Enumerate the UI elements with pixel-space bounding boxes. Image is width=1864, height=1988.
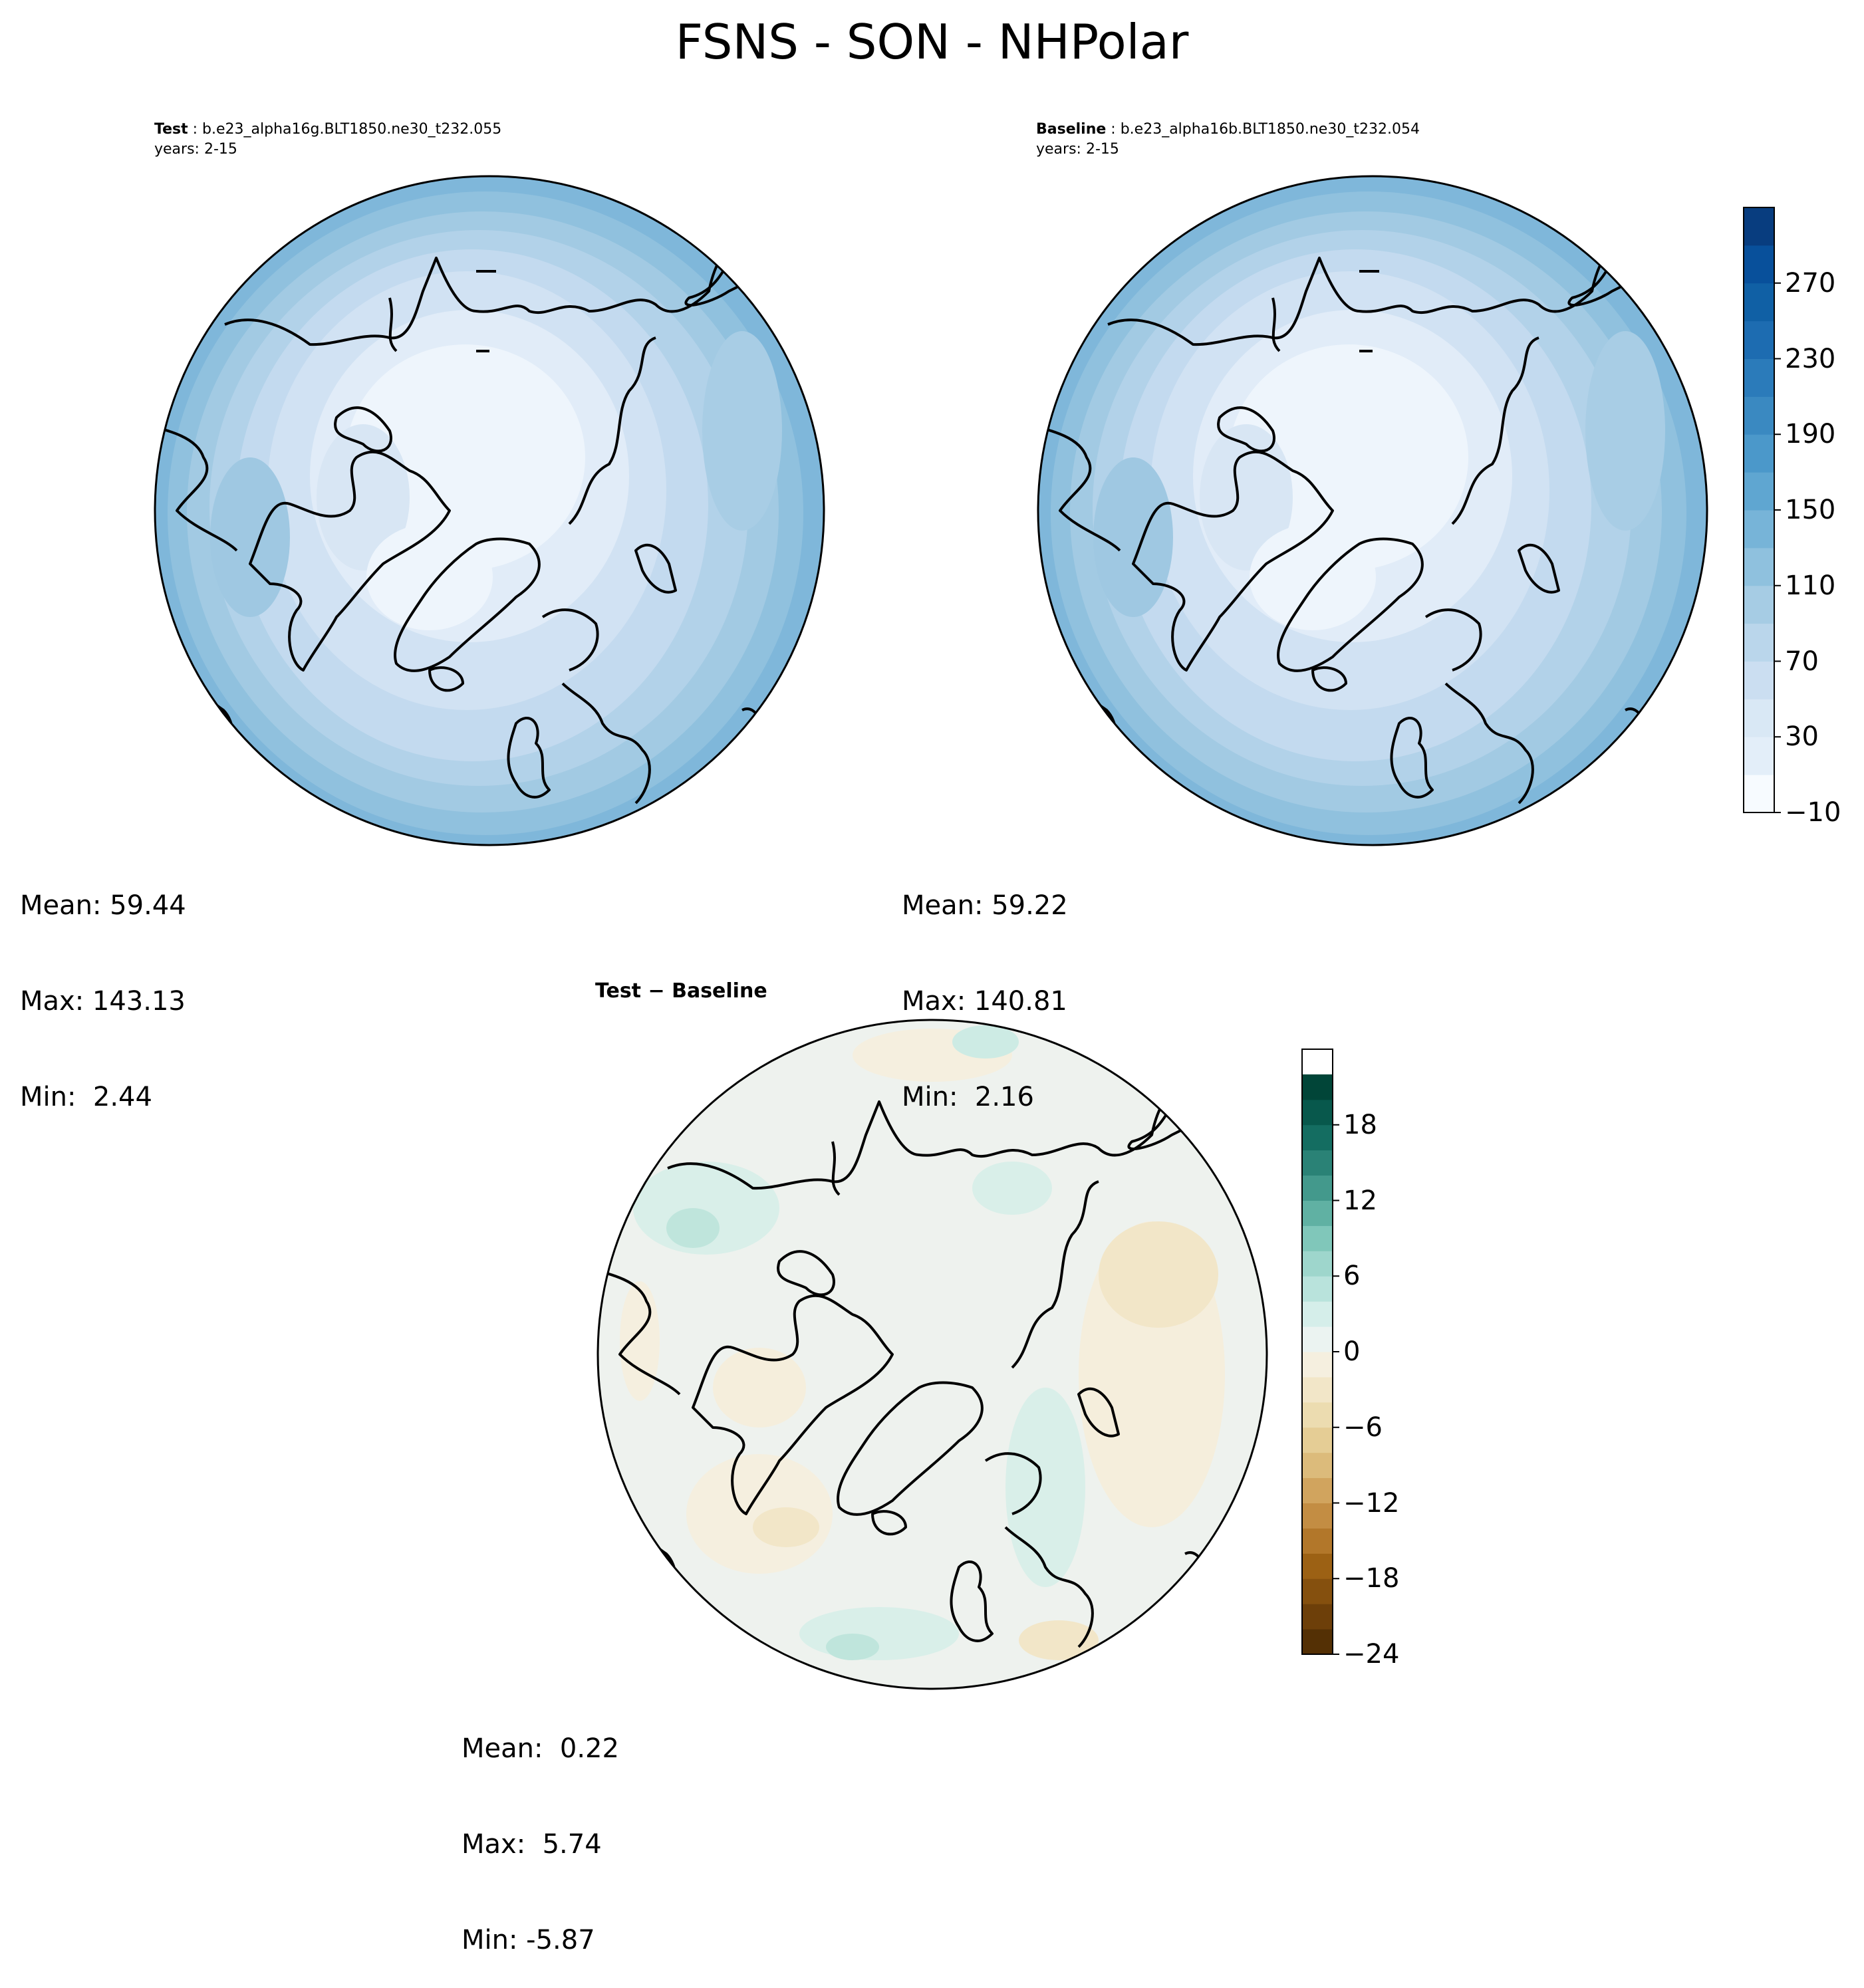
diff-colorbar-band — [1302, 1150, 1333, 1176]
main-colorbar-band — [1744, 472, 1774, 511]
baseline-stat-mean: Mean: 59.22 — [902, 890, 1068, 921]
diff-colorbar-band — [1302, 1251, 1333, 1277]
diff-colorbar — [1301, 1049, 1339, 1655]
diff-stat-mean: Mean: 0.22 — [462, 1733, 619, 1764]
main-colorbar-band — [1744, 547, 1774, 586]
main-colorbar-band — [1744, 699, 1774, 737]
main-colorbar — [1743, 207, 1781, 813]
main-colorbar-band — [1744, 207, 1774, 246]
diff-panel-title: Test − Baseline — [595, 979, 767, 1003]
main-colorbar-tick-label: 190 — [1785, 419, 1836, 450]
diff-colorbar-band — [1302, 1352, 1333, 1378]
test-stats: Mean: 59.44 Max: 143.13 Min: 2.44 — [20, 826, 186, 1145]
diff-colorbar-band — [1302, 1427, 1333, 1453]
baseline-case-name: b.e23_alpha16b.BLT1850.ne30_t232.054 — [1120, 121, 1420, 138]
main-colorbar-band — [1744, 358, 1774, 397]
test-map — [155, 176, 824, 845]
main-colorbar-band — [1744, 775, 1774, 813]
diff-colorbar-band — [1302, 1200, 1333, 1226]
main-colorbar-tick-label: 110 — [1785, 570, 1836, 601]
diff-map-boundary — [597, 1019, 1268, 1690]
test-case-name: b.e23_alpha16g.BLT1850.ne30_t232.055 — [202, 121, 502, 138]
diff-colorbar-band — [1302, 1578, 1333, 1604]
diff-stat-max: Max: 5.74 — [462, 1829, 602, 1860]
figure-canvas — [154, 175, 1781, 1690]
diff-colorbar-band — [1302, 1629, 1333, 1655]
test-panel-subtitle: Test : b.e23_alpha16g.BLT1850.ne30_t232.… — [154, 120, 501, 160]
main-colorbar-band — [1744, 396, 1774, 435]
diff-colorbar-band — [1302, 1503, 1333, 1529]
main-colorbar-band — [1744, 737, 1774, 775]
diff-colorbar-tick-label: −6 — [1343, 1412, 1383, 1443]
main-colorbar-tick-label: 30 — [1785, 721, 1819, 753]
test-case-sep: : — [188, 121, 203, 138]
main-colorbar-band — [1744, 585, 1774, 624]
test-stat-mean: Mean: 59.44 — [20, 890, 186, 921]
main-colorbar-tick-label: −10 — [1785, 797, 1841, 828]
diff-colorbar-band — [1302, 1276, 1333, 1302]
diff-colorbar-band — [1302, 1452, 1333, 1479]
diff-colorbar-band — [1302, 1099, 1333, 1126]
diff-colorbar-band — [1302, 1402, 1333, 1428]
diff-title-test: Test — [595, 979, 642, 1003]
diff-colorbar-band — [1302, 1074, 1333, 1100]
diff-colorbar-band — [1302, 1604, 1333, 1630]
main-colorbar-band — [1744, 245, 1774, 284]
diff-stat-min: Min: -5.87 — [462, 1925, 595, 1955]
diff-colorbar-tick-label: 12 — [1343, 1185, 1377, 1216]
main-colorbar-band — [1744, 283, 1774, 322]
figure-title: FSNS - SON - NHPolar — [675, 14, 1189, 70]
test-stat-max: Max: 143.13 — [20, 986, 186, 1017]
main-colorbar-band — [1744, 434, 1774, 473]
diff-colorbar-tick-label: 18 — [1343, 1109, 1377, 1140]
diff-colorbar-band — [1302, 1175, 1333, 1201]
baseline-stat-max: Max: 140.81 — [902, 986, 1067, 1017]
diff-colorbar-band — [1302, 1528, 1333, 1554]
diff-colorbar-band — [1302, 1553, 1333, 1579]
baseline-map — [1038, 176, 1707, 845]
diff-colorbar-tick-label: −18 — [1343, 1563, 1400, 1594]
test-years: years: 2-15 — [154, 141, 237, 158]
diff-title-minus: − — [648, 979, 665, 1003]
main-colorbar-tick-label: 270 — [1785, 267, 1836, 299]
main-colorbar-band — [1744, 510, 1774, 549]
main-colorbar-band — [1744, 623, 1774, 662]
baseline-map-boundary — [1037, 175, 1708, 846]
diff-colorbar-band — [1302, 1376, 1333, 1403]
baseline-label: Baseline — [1036, 121, 1107, 138]
main-colorbar-band — [1744, 661, 1774, 699]
diff-colorbar-band — [1302, 1477, 1333, 1503]
baseline-panel-subtitle: Baseline : b.e23_alpha16b.BLT1850.ne30_t… — [1036, 120, 1420, 160]
diff-colorbar-band — [1302, 1124, 1333, 1151]
main-colorbar-tick-label: 230 — [1785, 343, 1836, 374]
diff-colorbar-band — [1302, 1326, 1333, 1352]
diff-colorbar-tick-label: 6 — [1343, 1261, 1361, 1292]
main-colorbar-tick-label: 70 — [1785, 646, 1819, 677]
test-label: Test — [154, 121, 188, 138]
diff-colorbar-band — [1302, 1225, 1333, 1251]
baseline-case-sep: : — [1106, 121, 1121, 138]
diff-colorbar-tick-label: −12 — [1343, 1487, 1400, 1519]
diff-stats: Mean: 0.22 Max: 5.74 Min: -5.87 — [462, 1669, 619, 1988]
baseline-stats: Mean: 59.22 Max: 140.81 Min: 2.16 — [902, 826, 1068, 1145]
diff-title-baseline: Baseline — [672, 979, 767, 1003]
baseline-years: years: 2-15 — [1036, 141, 1119, 158]
main-colorbar-band — [1744, 320, 1774, 359]
diff-colorbar-band — [1302, 1301, 1333, 1327]
main-colorbar-tick-label: 150 — [1785, 495, 1836, 525]
test-map-boundary — [154, 175, 825, 846]
baseline-stat-min: Min: 2.16 — [902, 1082, 1034, 1112]
test-stat-min: Min: 2.44 — [20, 1082, 152, 1112]
diff-colorbar-tick-label: −24 — [1343, 1639, 1400, 1670]
diff-colorbar-tick-label: 0 — [1343, 1336, 1361, 1367]
